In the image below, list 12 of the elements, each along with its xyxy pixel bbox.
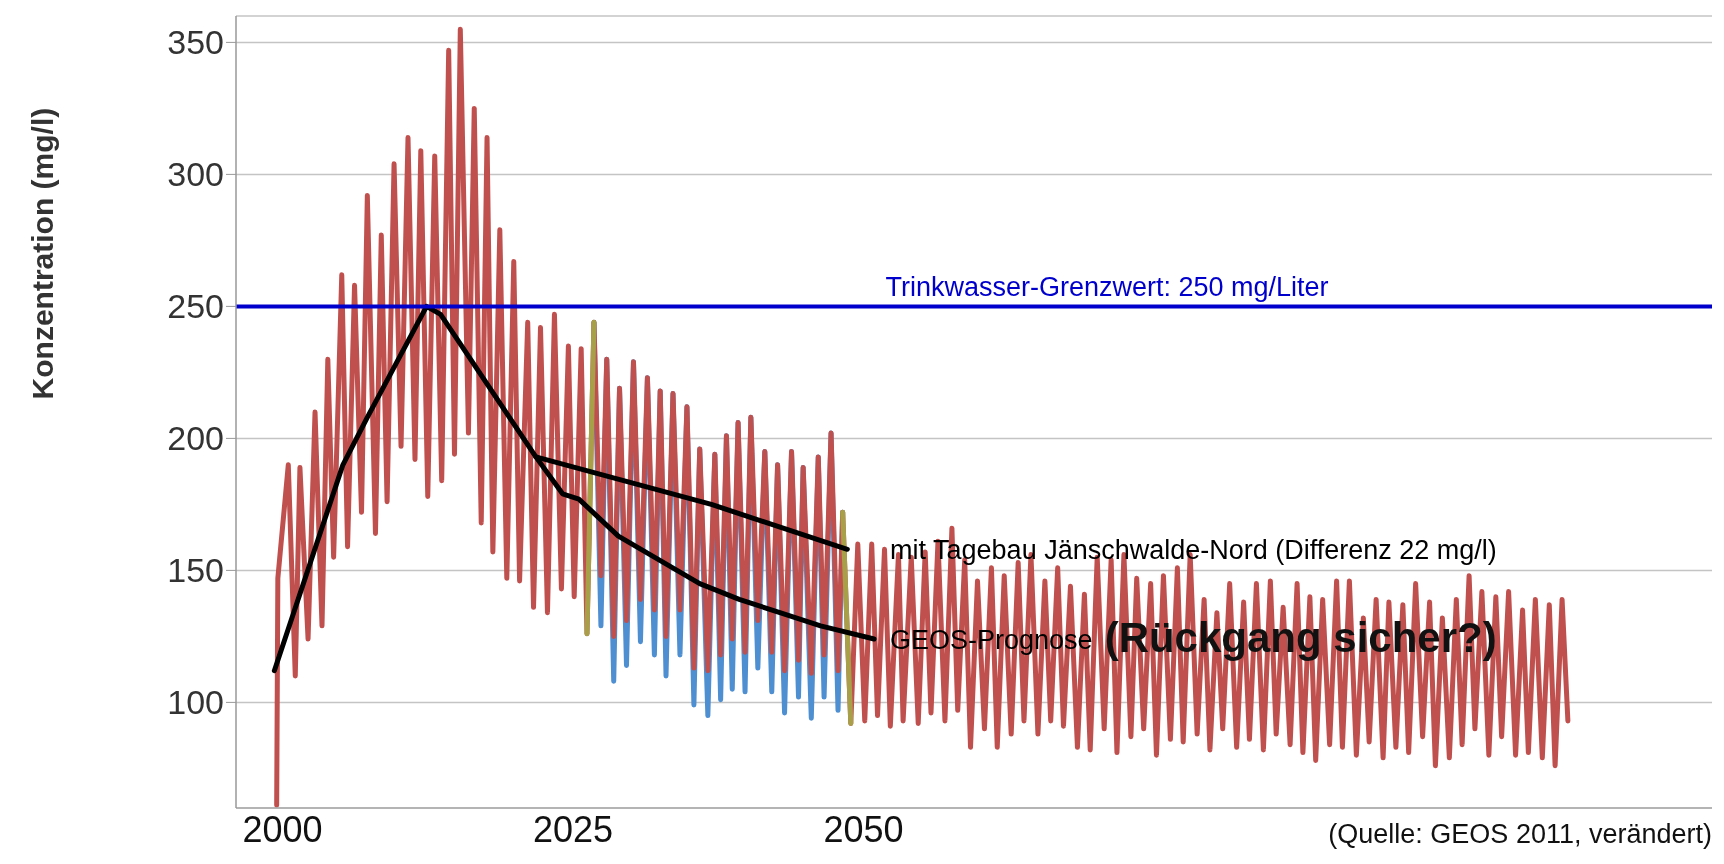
y-axis-title: Konzentration (mg/l) (25, 107, 59, 400)
x-tick-label: 2050 (823, 808, 904, 850)
y-tick-label: 300 (167, 155, 224, 194)
y-tick-label: 250 (167, 287, 224, 326)
y-tick-label: 100 (167, 683, 224, 722)
y-tick-label: 150 (167, 551, 224, 590)
x-tick-label: 2025 (532, 808, 614, 850)
ref-line-label: Trinkwasser-Grenzwert: 250 mg/Liter (885, 272, 1329, 303)
y-tick-label: 200 (167, 419, 224, 458)
x-tick-label: 2000 (242, 808, 323, 850)
y-tick-label: 350 (167, 23, 224, 62)
text: (Quelle: GEOS 2011, verändert) (1328, 819, 1712, 850)
